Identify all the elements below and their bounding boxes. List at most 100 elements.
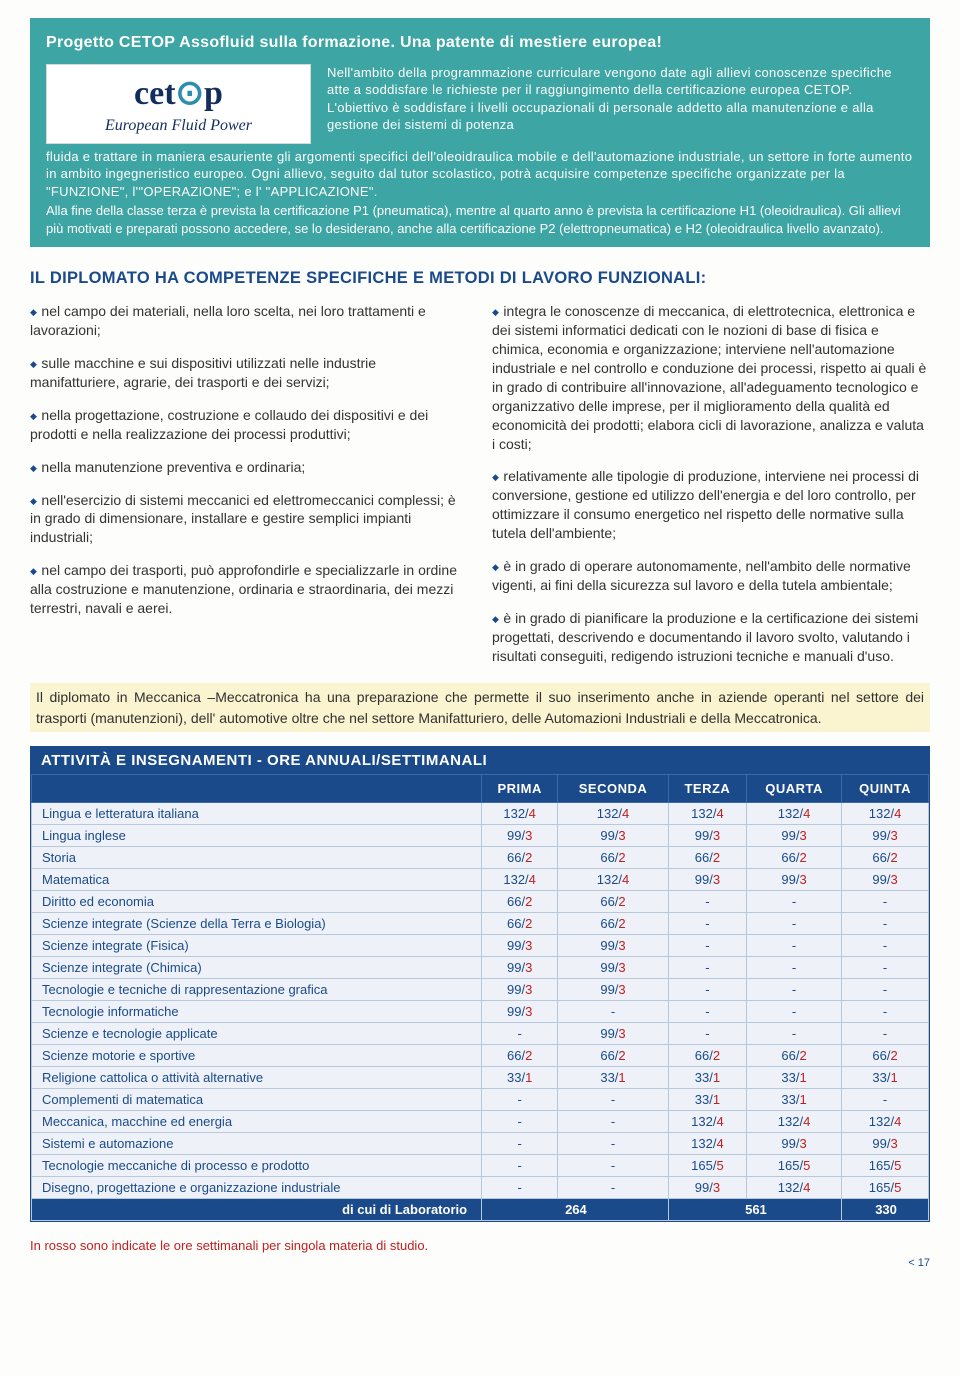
table-row: Tecnologie informatiche99/3---- [32,1001,929,1023]
hours-cell: 66/2 [482,891,558,913]
hours-cell: 66/2 [668,847,746,869]
hours-cell: 66/2 [482,1045,558,1067]
hours-cell: - [842,1001,929,1023]
table-row: Tecnologie meccaniche di processo e prod… [32,1155,929,1177]
hours-cell: - [747,913,842,935]
hours-cell: 132/4 [842,1111,929,1133]
hours-cell: 132/4 [668,803,746,825]
hours-cell: 66/2 [842,847,929,869]
table-title: ATTIVITÀ E INSEGNAMENTI - ORE ANNUALI/SE… [31,747,929,774]
hours-cell: 132/4 [747,803,842,825]
hours-cell: - [842,935,929,957]
bullet-item: è in grado di operare autonomamente, nel… [492,557,930,595]
hours-cell: - [558,1177,669,1199]
hours-cell: - [747,1001,842,1023]
hours-cell: 99/3 [482,825,558,847]
hours-cell: 99/3 [747,1133,842,1155]
hours-cell: - [482,1023,558,1045]
subject-cell: Matematica [32,869,482,891]
lab-label: di cui di Laboratorio [32,1199,482,1221]
hours-cell: 99/3 [842,869,929,891]
hours-cell: 99/3 [842,825,929,847]
hours-cell: 132/4 [668,1111,746,1133]
hours-cell: 33/1 [482,1067,558,1089]
logo-text-2: p [204,75,223,112]
teal-box: Progetto CETOP Assofluid sulla formazion… [30,18,930,247]
hours-cell: 66/2 [842,1045,929,1067]
logo-text-1: cet [134,75,176,112]
table-row: Matematica132/4132/499/399/399/3 [32,869,929,891]
hours-cell: 33/1 [747,1089,842,1111]
table-row: Complementi di matematica--33/133/1- [32,1089,929,1111]
cetop-logo: cet⊙p European Fluid Power [46,64,311,144]
bullet-item: nella manutenzione preventiva e ordinari… [30,458,468,477]
subject-cell: Scienze integrate (Scienze della Terra e… [32,913,482,935]
subject-cell: Scienze e tecnologie applicate [32,1023,482,1045]
hours-cell: 33/1 [668,1089,746,1111]
subject-cell: Disegno, progettazione e organizzazione … [32,1177,482,1199]
bullet-item: integra le conoscenze di meccanica, di e… [492,302,930,453]
table-row: Sistemi e automazione--132/499/399/3 [32,1133,929,1155]
table-row: Tecnologie e tecniche di rappresentazion… [32,979,929,1001]
hours-cell: - [747,957,842,979]
hours-cell: - [668,1023,746,1045]
subject-cell: Lingua e letteratura italiana [32,803,482,825]
hours-cell: 99/3 [747,869,842,891]
bullet-item: nel campo dei materiali, nella loro scel… [30,302,468,340]
subject-cell: Scienze integrate (Chimica) [32,957,482,979]
table-row: Scienze integrate (Chimica)99/399/3--- [32,957,929,979]
table-row: Scienze integrate (Fisica)99/399/3--- [32,935,929,957]
table-row: Meccanica, macchine ed energia--132/4132… [32,1111,929,1133]
subject-cell: Meccanica, macchine ed energia [32,1111,482,1133]
hours-cell: 132/4 [842,803,929,825]
table-row: Scienze e tecnologie applicate-99/3--- [32,1023,929,1045]
hours-cell: 66/2 [482,847,558,869]
hours-cell: - [558,1155,669,1177]
hours-cell: 99/3 [558,1023,669,1045]
teal-p3: Alla fine della classe terza è prevista … [46,202,914,237]
hours-cell: - [842,1023,929,1045]
teal-p1: Nell'ambito della programmazione curricu… [327,64,914,144]
hours-cell: - [668,1001,746,1023]
subject-cell: Storia [32,847,482,869]
hours-cell: 165/5 [668,1155,746,1177]
hours-cell: 132/4 [558,869,669,891]
lab-value: 264 [482,1199,669,1221]
hours-cell: 99/3 [842,1133,929,1155]
col-quinta: QUINTA [842,775,929,803]
hours-cell: 66/2 [668,1045,746,1067]
left-col: nel campo dei materiali, nella loro scel… [30,302,468,679]
hours-cell: 99/3 [482,979,558,1001]
subject-cell: Tecnologie informatiche [32,1001,482,1023]
hours-cell: 132/4 [558,803,669,825]
hours-cell: 99/3 [668,825,746,847]
hours-cell: 132/4 [747,1111,842,1133]
subject-cell: Complementi di matematica [32,1089,482,1111]
table-row: Lingua e letteratura italiana132/4132/41… [32,803,929,825]
col-quarta: QUARTA [747,775,842,803]
hours-cell: - [842,913,929,935]
bullet-item: nella progettazione, costruzione e colla… [30,406,468,444]
hours-cell: 33/1 [747,1067,842,1089]
hours-cell: 99/3 [482,1001,558,1023]
hours-cell: 33/1 [668,1067,746,1089]
hours-cell: - [842,957,929,979]
bullet-item: sulle macchine e sui dispositivi utilizz… [30,354,468,392]
hours-cell: - [747,979,842,1001]
bullet-item: è in grado di pianificare la produzione … [492,609,930,666]
subject-cell: Diritto ed economia [32,891,482,913]
lab-value: 561 [668,1199,841,1221]
lab-footer-row: di cui di Laboratorio264561330 [32,1199,929,1221]
table-row: Storia66/266/266/266/266/2 [32,847,929,869]
hours-cell: 99/3 [558,979,669,1001]
bullet-item: nell'esercizio di sistemi meccanici ed e… [30,491,468,548]
table-row: Scienze integrate (Scienze della Terra e… [32,913,929,935]
subject-cell: Tecnologie meccaniche di processo e prod… [32,1155,482,1177]
col-prima: PRIMA [482,775,558,803]
col-subject [32,775,482,803]
hours-cell: - [558,1111,669,1133]
hours-cell: - [668,891,746,913]
hours-cell: 99/3 [558,935,669,957]
hours-cell: 99/3 [558,825,669,847]
hours-cell: - [747,935,842,957]
